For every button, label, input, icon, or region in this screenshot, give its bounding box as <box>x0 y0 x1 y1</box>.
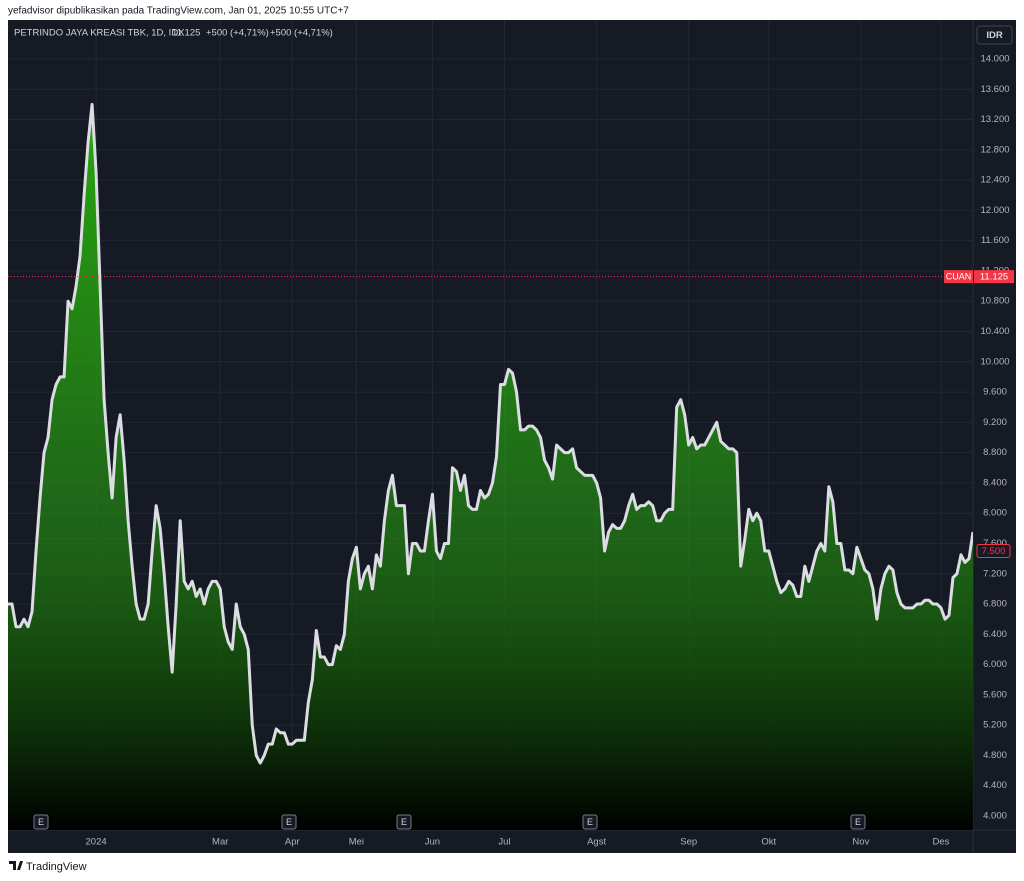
logo-text: TradingView <box>26 861 87 873</box>
y-tick-label: 6.000 <box>983 659 1007 670</box>
y-tick-label: 13.600 <box>980 84 1009 95</box>
plot-area <box>8 102 973 830</box>
y-tick-label: 9.200 <box>983 417 1007 428</box>
x-tick-label: Okt <box>761 837 776 848</box>
y-tick-label: 10.400 <box>980 326 1009 337</box>
y-tick-label: 8.400 <box>983 477 1007 488</box>
tradingview-logo: TradingView <box>9 861 87 873</box>
y-tick-label: 5.600 <box>983 689 1007 700</box>
y-tick-label: 14.000 <box>980 54 1009 65</box>
event-marker-label: E <box>587 817 593 827</box>
y-tick-label: 5.200 <box>983 720 1007 731</box>
legend-price: 11.125 <box>172 28 200 39</box>
y-tick-label: 8.800 <box>983 447 1007 458</box>
legend-change: +500 (+4,71%) <box>206 28 269 39</box>
event-marker[interactable] <box>33 814 49 830</box>
y-tick-label: 6.800 <box>983 599 1007 610</box>
x-tick-label: Mar <box>212 837 228 848</box>
price-line <box>8 102 973 765</box>
event-marker-label: E <box>286 817 292 827</box>
x-tick-label: Jun <box>425 837 440 848</box>
y-tick-label: 8.000 <box>983 508 1007 519</box>
event-marker[interactable] <box>396 814 412 830</box>
y-tick-label: 4.800 <box>983 750 1007 761</box>
area-fill <box>8 104 973 830</box>
y-tick-label: 12.800 <box>980 144 1009 155</box>
x-tick-label: 2024 <box>86 837 107 848</box>
y-tick-label: 13.200 <box>980 114 1009 125</box>
overlay: 4.000 4.400 4.800 5.200 5.600 6.000 6.400 6.800… <box>8 54 1014 848</box>
y-tick-label: 9.600 <box>983 387 1007 398</box>
currency-button[interactable] <box>976 25 1013 45</box>
y-tick-label: 4.400 <box>983 780 1007 791</box>
x-tick-label: Jul <box>498 837 510 848</box>
last-price-label: 7.500 <box>982 546 1006 557</box>
event-marker-label: E <box>855 817 861 827</box>
legend-change: +500 (+4,71%) <box>270 28 333 39</box>
price-scale <box>973 20 1016 830</box>
publish-header: yefadvisor dipublikasikan pada TradingVi… <box>8 6 349 17</box>
logo-icon <box>9 861 23 870</box>
x-tick-label: Des <box>933 837 950 848</box>
last-price-box <box>976 544 1011 559</box>
x-tick-label: Sep <box>680 837 697 848</box>
y-tick-label: 10.800 <box>980 296 1009 307</box>
event-marker[interactable] <box>281 814 297 830</box>
y-tick-label: 11.600 <box>981 235 1009 246</box>
x-tick-label: Mei <box>349 837 364 848</box>
alert-price: 11.125 <box>980 272 1008 283</box>
y-tick-label: 12.400 <box>980 175 1009 186</box>
x-tick-label: Agst <box>587 837 606 848</box>
x-tick-label: Apr <box>285 837 300 848</box>
alert-name-box <box>944 270 973 284</box>
currency-label[interactable]: IDR <box>986 30 1003 41</box>
alert-name: CUAN <box>946 272 972 282</box>
y-tick-label: 4.000 <box>983 811 1007 822</box>
symbol-title: PETRINDO JAYA KREASI TBK, 1D, IDX <box>14 28 185 39</box>
y-tick-label: 7.200 <box>983 568 1007 579</box>
y-tick-label: 10.000 <box>980 356 1009 367</box>
event-marker-label: E <box>401 817 407 827</box>
alert-price-box <box>974 270 1014 284</box>
y-tick-label: 6.400 <box>983 629 1007 640</box>
event-marker[interactable] <box>850 814 866 830</box>
x-tick-label: Nov <box>852 837 869 848</box>
y-tick-label: 12.000 <box>980 205 1009 216</box>
event-marker[interactable] <box>582 814 598 830</box>
event-marker-label: E <box>38 817 44 827</box>
y-tick-label: 7.600 <box>983 538 1007 549</box>
